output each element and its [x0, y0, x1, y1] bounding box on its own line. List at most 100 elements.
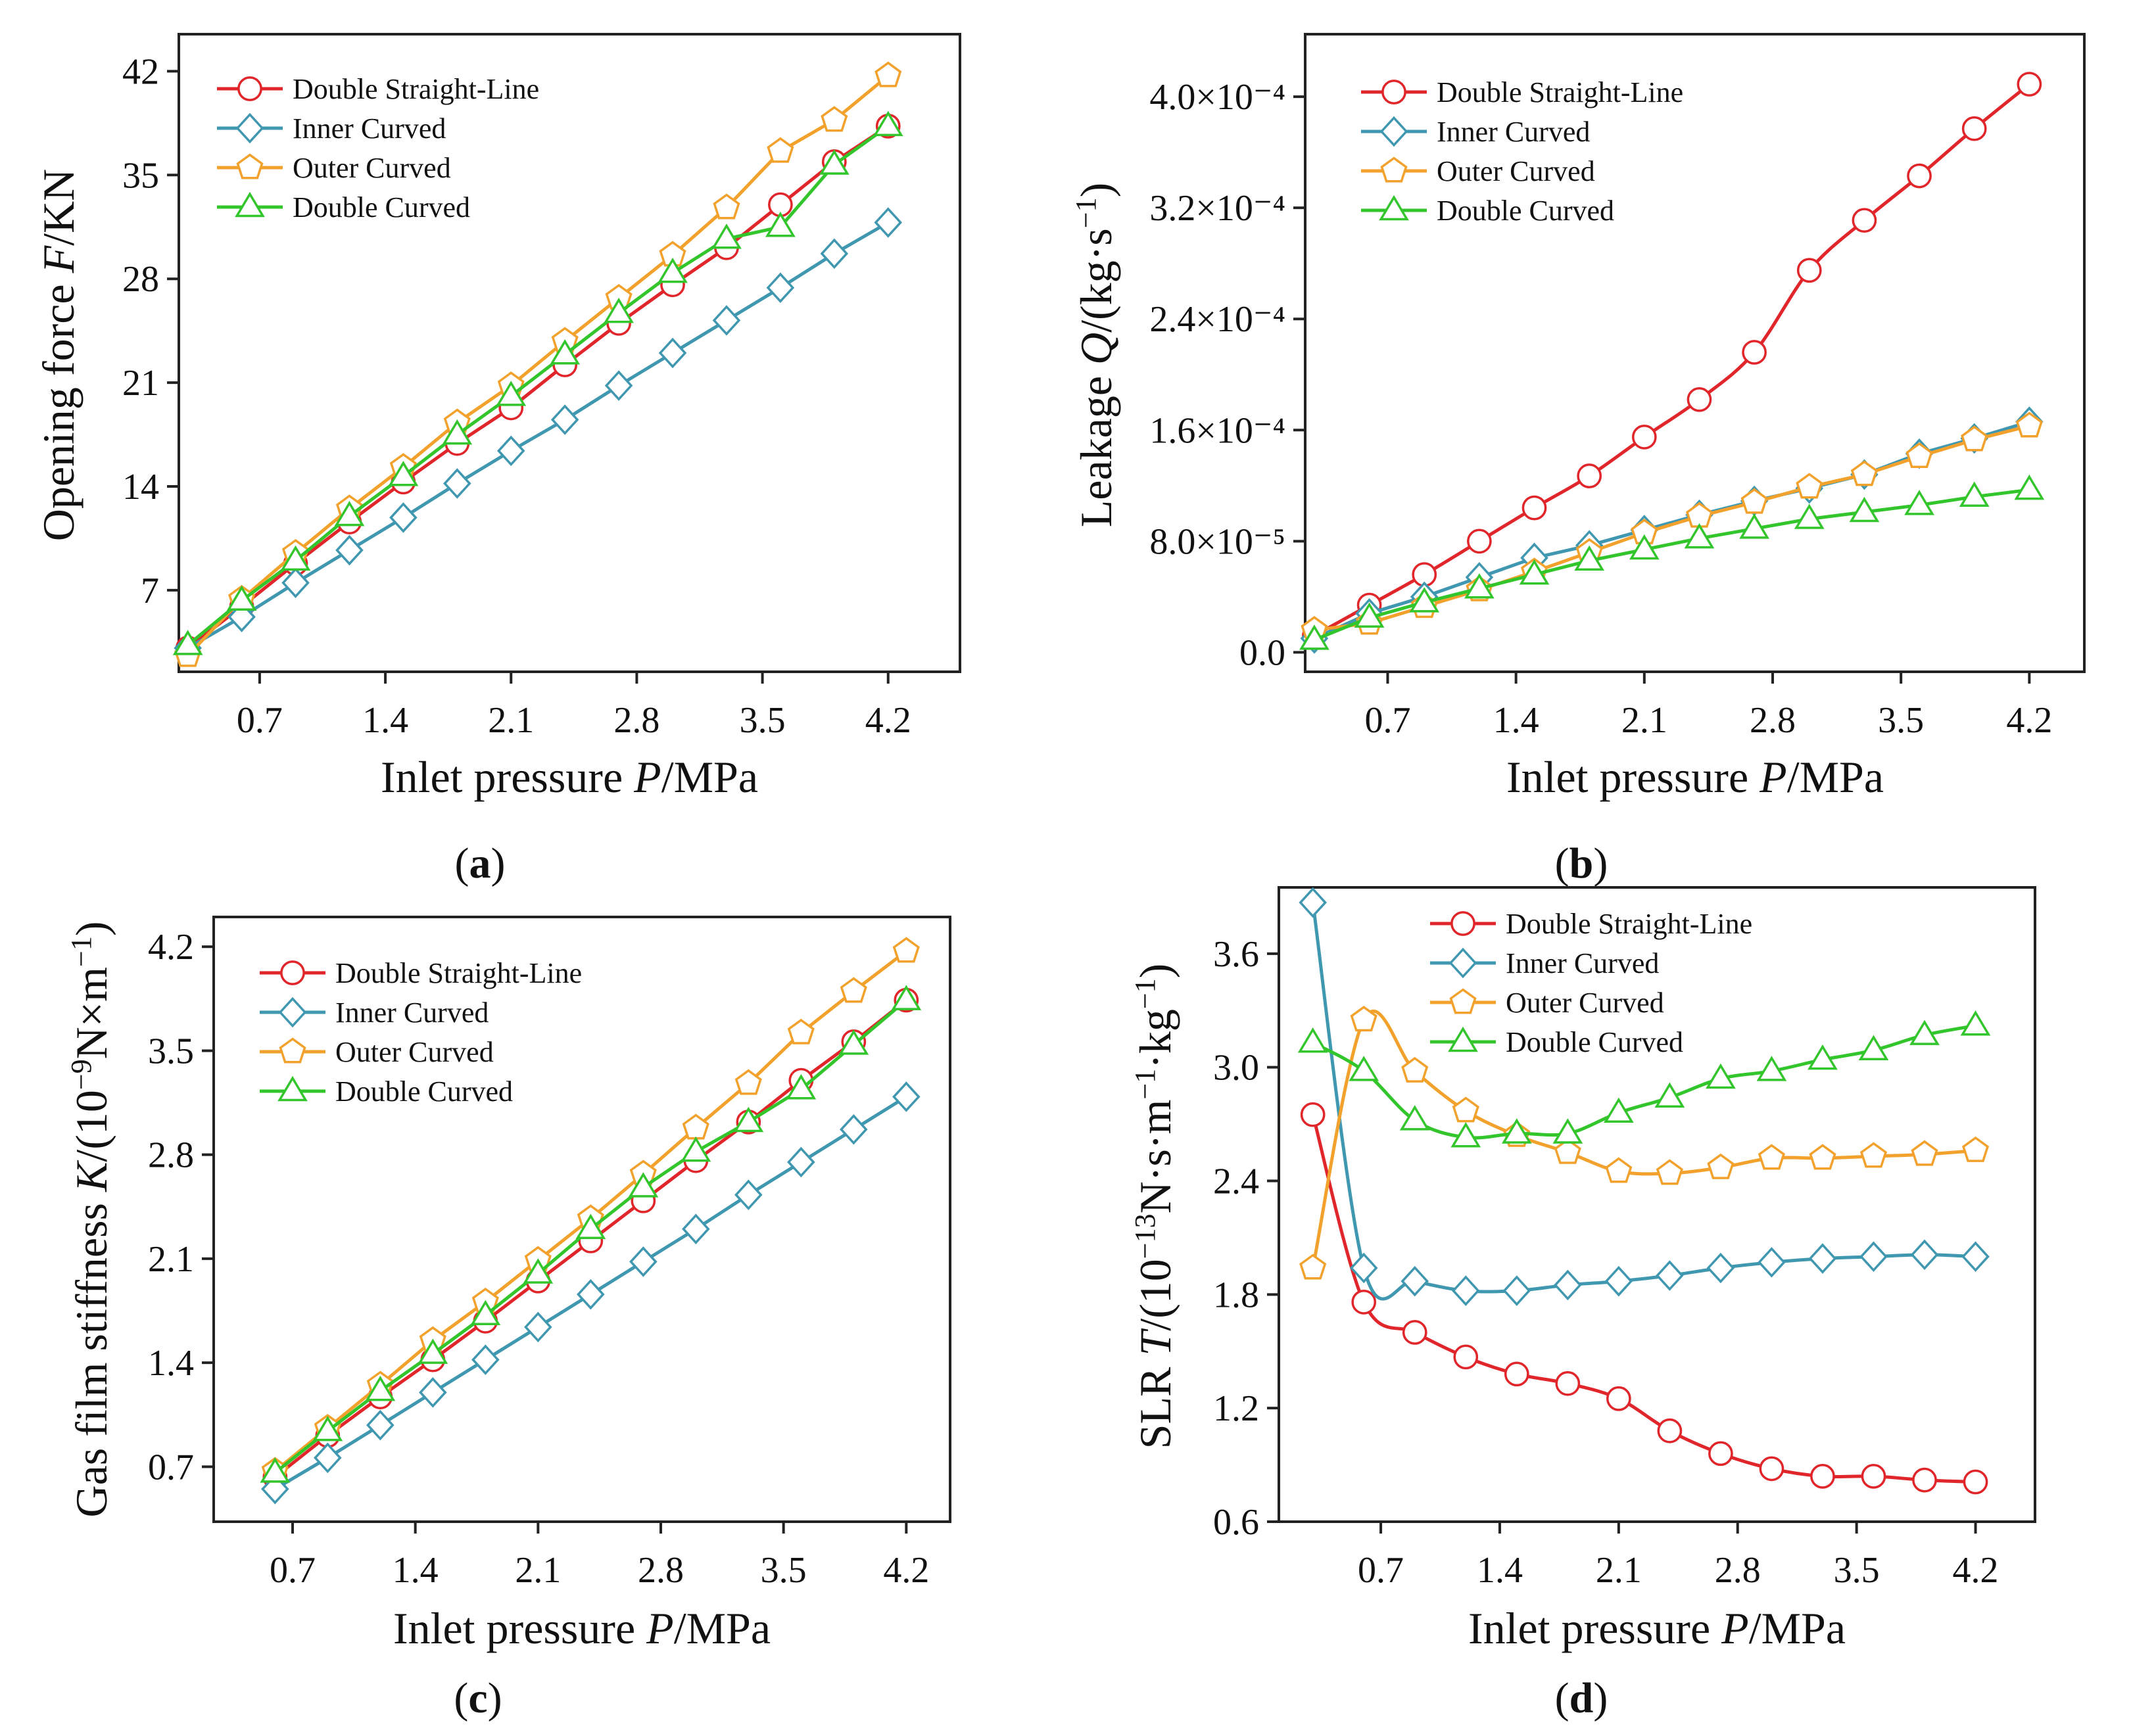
panel-d-y-axis-label-part-0: SLR: [1130, 1356, 1180, 1449]
panel-a-data-point-outer_curved: [821, 106, 848, 132]
panel-b-data-point-double_straight: [1577, 463, 1602, 488]
panel-b-legend-label: Inner Curved: [1437, 116, 1590, 148]
panel-a-data-point-double_curved: [711, 223, 742, 249]
panel-d-data-point-outer_curved: [1401, 1056, 1429, 1083]
panel-b-y-tick-label: 3.2×10⁻⁴: [1149, 188, 1285, 229]
panel-a-data-point-outer_curved: [874, 61, 902, 87]
panel-d-x-axis-label-part-1: P: [1721, 1603, 1749, 1653]
panel-c-data-point-outer_curved: [787, 1018, 815, 1044]
panel-a-x-tick-label: 4.2: [865, 700, 911, 741]
panel-b-data-point-double_curved: [1629, 534, 1660, 560]
panel-d-data-point-outer_curved: [1911, 1140, 1938, 1166]
panel-d-legend-marker-double_curved: [1448, 1026, 1478, 1052]
panel-d-data-point-inner_curved: [1758, 1247, 1786, 1278]
panel-a-y-axis-label-part-0: Opening force: [34, 273, 84, 541]
panel-b-legend-label: Double Straight-Line: [1437, 76, 1683, 108]
panel-d-data-point-double_straight: [1912, 1467, 1937, 1493]
panel-a-data-point-outer_curved: [767, 137, 794, 163]
panel-a-data-point-inner_curved: [712, 305, 741, 336]
panel-d-data-point-outer_curved: [1350, 1006, 1377, 1032]
panel-a-data-point-double_curved: [334, 500, 365, 527]
panel-d-series-outer_curved: [1299, 1006, 1990, 1280]
panel-c-x-tick-label: 4.2: [883, 1550, 929, 1591]
panel-a-data-point-double_curved: [550, 339, 581, 365]
panel-b-legend-marker-double_curved: [1379, 195, 1409, 221]
panel-b-x-tick-label: 2.8: [1750, 700, 1796, 741]
panel-b-data-point-double_straight: [1742, 340, 1767, 365]
panel-d-y-tick-label: 1.2: [1213, 1388, 1259, 1429]
panel-b-data-point-double_curved: [1519, 559, 1550, 585]
panel-a-series-outer_curved: [174, 61, 902, 667]
panel-b-x-tick-label: 3.5: [1878, 700, 1924, 741]
panel-b-plot-frame: [1304, 33, 2086, 673]
panel-b-data-point-double_curved: [1684, 523, 1715, 549]
panel-c-y-axis-label-part-6: ): [66, 921, 116, 936]
panel-d-x-axis-label-part-0: Inlet pressure: [1468, 1603, 1721, 1653]
panel-c-legend-marker-inner_curved: [278, 997, 307, 1028]
panel-a-data-point-double_curved: [496, 381, 527, 406]
panel-c-data-point-inner_curved: [840, 1114, 868, 1145]
panel-b-y-axis-label-part-1: Q: [1071, 333, 1121, 365]
panel-b-data-point-double_curved: [1739, 513, 1769, 539]
panel-d-data-point-inner_curved: [1859, 1241, 1888, 1273]
panel-c-data-point-inner_curved: [366, 1409, 395, 1441]
panel-b-series-double_straight: [1302, 72, 2042, 648]
panel-b-y-tick-label: 0.0: [1239, 632, 1285, 673]
panel-d-data-point-double_curved: [1756, 1056, 1787, 1081]
panel-d-y-axis-label-part-8: ): [1130, 964, 1180, 979]
panel-b-data-point-double_straight: [1961, 116, 1987, 141]
panel-a-legend-label: Double Curved: [293, 191, 470, 223]
panel-b-data-point-outer_curved: [1850, 460, 1878, 486]
panel-d-data-point-double_straight: [1402, 1320, 1427, 1345]
panel-c-data-point-double_curved: [838, 1029, 869, 1055]
panel-b-y-tick-label: 4.0×10⁻⁴: [1149, 77, 1285, 118]
panel-d-legend-marker-outer_curved: [1449, 988, 1477, 1014]
panel-d-plot-frame: [1278, 886, 2036, 1523]
panel-d-legend-label: Double Curved: [1506, 1026, 1683, 1058]
panel-b-data-point-double_straight: [1521, 495, 1547, 521]
panel-a-data-point-inner_curved: [443, 468, 471, 499]
panel-a-data-point-double_curved: [765, 212, 796, 237]
panel-d-data-point-double_straight: [1555, 1371, 1581, 1396]
panel-c-legend-marker-double_straight: [280, 960, 305, 985]
panel-a-data-point-inner_curved: [658, 337, 687, 369]
panel-b-label-open: (: [1555, 839, 1569, 887]
panel-c-x-tick-label: 3.5: [761, 1550, 807, 1591]
panel-b-data-point-outer_curved: [1796, 473, 1823, 499]
panel-c-legend-label: Outer Curved: [335, 1036, 494, 1068]
panel-c-data-point-double_curved: [681, 1136, 711, 1162]
panel-a-legend-label: Inner Curved: [293, 112, 446, 145]
panel-c-data-point-inner_curved: [471, 1344, 500, 1375]
panel-c-y-axis-label: Gas film stiffness K/(10−9N×m−1): [65, 921, 117, 1517]
panel-c-label-letter: c: [468, 1674, 487, 1722]
panel-a-x-axis-label-part-0: Inlet pressure: [381, 752, 634, 802]
panel-b-series-inner_curved: [1300, 406, 2044, 654]
panel-b-data-point-double_curved: [1299, 624, 1329, 650]
panel-a-y-tick-label: 7: [141, 571, 159, 611]
panel-d-series-inner_curved: [1299, 887, 1990, 1306]
panel-b-legend-label: Double Curved: [1437, 195, 1614, 227]
panel-a-series-double_straight: [175, 114, 901, 661]
panel-a-legend-label: Outer Curved: [293, 152, 451, 184]
panel-b-x-tick-label: 4.2: [2006, 700, 2052, 741]
panel-b-data-point-double_curved: [2014, 474, 2045, 500]
panel-d-series-double_straight: [1300, 1102, 1988, 1495]
panel-d-data-point-double_curved: [1909, 1020, 1940, 1045]
panel-a-x-axis-label: Inlet pressure P/MPa: [381, 752, 758, 802]
panel-b-data-point-double_straight: [1631, 425, 1657, 450]
panel-c-data-point-inner_curved: [419, 1377, 447, 1408]
panel-c-data-point-inner_curved: [629, 1246, 658, 1277]
panel-d-data-point-double_curved: [1960, 1010, 1991, 1036]
panel-b-y-axis-label-part-2: /(kg·s: [1071, 228, 1121, 333]
panel-b-label: (b): [1555, 839, 1608, 887]
panel-c-data-point-double_curved: [628, 1172, 659, 1198]
panel-d-legend: Double Straight-Line Inner Curved Outer Cu…: [1430, 908, 1752, 1058]
panel-a-data-point-double_curved: [172, 630, 203, 655]
panel-a-legend-marker-double_curved: [235, 191, 265, 218]
panel-d-data-point-double_curved: [1297, 1027, 1328, 1053]
panel-c-data-point-inner_curved: [524, 1311, 552, 1343]
panel-c-series-inner_curved: [261, 1081, 921, 1505]
panel-d-x-tick-label: 4.2: [1953, 1550, 1999, 1591]
panel-b-data-point-double_curved: [1464, 573, 1495, 599]
panel-c-label-open: (: [454, 1674, 468, 1722]
